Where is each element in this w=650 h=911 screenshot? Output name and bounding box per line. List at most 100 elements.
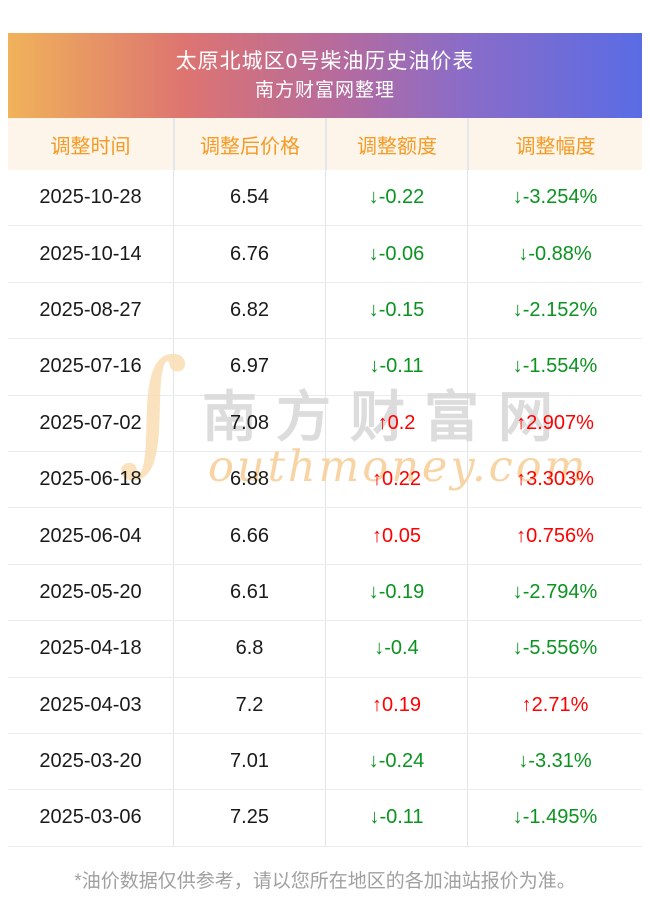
adjust-date-cell: 2025-10-14: [8, 226, 173, 281]
adjust-pct-cell: ↑3.303%: [467, 451, 642, 508]
adjust-date-cell-value: 2025-03-20: [39, 750, 142, 773]
adjust-date-cell: 2025-06-04: [8, 508, 173, 563]
adjusted-price-cell: 6.61: [173, 564, 325, 621]
adjust-date-cell: 2025-04-03: [8, 678, 173, 733]
adjust-amount-cell: ↓-0.11: [325, 339, 467, 395]
table-row: 2025-03-20 7.01 ↓-0.24 ↓-3.31%: [8, 733, 642, 791]
adjusted-price-cell: 7.2: [173, 677, 325, 733]
adjust-amount-cell: ↓-0.4: [325, 621, 467, 677]
adjust-date-cell: 2025-05-20: [8, 565, 173, 620]
adjust-pct-cell: ↓-1.495%: [467, 790, 642, 846]
adjust-amount-cell-value: ↑0.2: [377, 411, 416, 434]
adjust-date-cell: 2025-04-18: [8, 621, 173, 676]
column-header-price: 调整后价格: [173, 118, 325, 170]
disclaimer-note: *油价数据仅供参考，请以您所在地区的各加油站报价为准。: [74, 871, 576, 892]
adjust-date-cell-value: 2025-04-03: [39, 693, 142, 716]
adjust-pct-cell-value: ↓-5.556%: [512, 637, 598, 660]
adjust-pct-cell: ↑0.756%: [467, 508, 642, 564]
adjust-date-cell-value: 2025-10-14: [39, 242, 142, 265]
adjust-pct-cell: ↑2.71%: [467, 677, 642, 733]
adjust-amount-cell-value: ↓-0.15: [368, 298, 425, 321]
adjust-pct-cell: ↓-3.254%: [467, 170, 642, 226]
table-header-row: 调整时间 调整后价格 调整额度 调整幅度: [8, 118, 642, 170]
adjusted-price-cell: 6.88: [173, 451, 325, 508]
adjusted-price-cell-value: 6.82: [230, 298, 269, 321]
adjust-date-cell-value: 2025-03-06: [39, 806, 142, 829]
adjust-amount-cell: ↓-0.06: [325, 226, 467, 282]
adjust-amount-cell: ↓-0.24: [325, 733, 467, 790]
adjusted-price-cell: 7.01: [173, 733, 325, 790]
adjust-date-cell-value: 2025-07-02: [39, 411, 142, 434]
adjusted-price-cell-value: 7.2: [235, 693, 264, 716]
adjust-date-cell-value: 2025-07-16: [39, 355, 142, 378]
adjust-date-cell: 2025-10-28: [8, 170, 173, 225]
adjusted-price-cell-value: 7.01: [230, 750, 269, 773]
adjust-amount-cell: ↓-0.15: [325, 282, 467, 339]
adjust-pct-cell: ↓-1.554%: [467, 339, 642, 395]
title-banner: 太原北城区0号柴油历史油价表 南方财富网整理: [8, 33, 642, 118]
page-title: 太原北城区0号柴油历史油价表: [175, 49, 475, 73]
adjust-amount-cell-value: ↓-0.19: [368, 580, 425, 603]
adjust-amount-cell-value: ↓-0.06: [368, 242, 425, 265]
adjusted-price-cell: 7.08: [173, 395, 325, 451]
adjust-date-cell: 2025-07-16: [8, 339, 173, 394]
adjust-amount-cell: ↓-0.11: [325, 790, 467, 846]
adjust-date-cell-value: 2025-06-04: [39, 524, 142, 547]
adjust-date-cell-value: 2025-06-18: [39, 468, 142, 491]
adjust-amount-cell: ↑0.2: [325, 395, 467, 451]
adjust-date-cell-value: 2025-10-28: [39, 186, 142, 209]
adjust-amount-cell: ↑0.22: [325, 451, 467, 508]
adjusted-price-cell: 6.54: [173, 170, 325, 226]
adjusted-price-cell-value: 6.97: [230, 355, 269, 378]
adjusted-price-cell: 6.8: [173, 621, 325, 677]
adjust-pct-cell-value: ↓-1.554%: [512, 355, 598, 378]
table-body: 2025-10-28 6.54 ↓-0.22 ↓-3.254% 2025-10-14 6.…: [8, 170, 642, 847]
table-row: 2025-10-14 6.76 ↓-0.06 ↓-0.88%: [8, 226, 642, 283]
table-row: 2025-04-03 7.2 ↑0.19 ↑2.71%: [8, 677, 642, 734]
adjust-amount-cell-value: ↑0.19: [372, 693, 421, 716]
adjust-pct-cell: ↑2.907%: [467, 395, 642, 451]
adjust-pct-cell-value: ↓-2.794%: [512, 580, 598, 603]
page-subtitle: 南方财富网整理: [254, 79, 395, 101]
adjusted-price-cell: 6.82: [173, 282, 325, 339]
adjusted-price-cell: 6.97: [173, 339, 325, 395]
adjust-amount-cell: ↑0.05: [325, 508, 467, 564]
table-row: 2025-08-27 6.82 ↓-0.15 ↓-2.152%: [8, 282, 642, 340]
adjust-amount-cell: ↑0.19: [325, 677, 467, 733]
adjust-date-cell: 2025-03-20: [8, 734, 173, 789]
adjust-pct-cell-value: ↑2.71%: [521, 693, 589, 716]
adjust-date-cell: 2025-03-06: [8, 790, 173, 845]
adjust-pct-cell: ↓-5.556%: [467, 621, 642, 677]
adjust-pct-cell: ↓-2.152%: [467, 282, 642, 339]
adjusted-price-cell-value: 6.66: [230, 524, 269, 547]
table-row: 2025-05-20 6.61 ↓-0.19 ↓-2.794%: [8, 564, 642, 622]
adjust-pct-cell: ↓-2.794%: [467, 564, 642, 621]
adjust-date-cell-value: 2025-05-20: [39, 580, 142, 603]
adjust-amount-cell-value: ↑0.05: [372, 524, 421, 547]
adjusted-price-cell-value: 7.25: [230, 806, 269, 829]
adjust-date-cell-value: 2025-04-18: [39, 637, 142, 660]
adjust-pct-cell-value: ↓-3.254%: [512, 186, 598, 209]
adjusted-price-cell-value: 6.8: [235, 637, 264, 660]
adjust-pct-cell-value: ↓-2.152%: [512, 298, 598, 321]
adjust-date-cell-value: 2025-08-27: [39, 298, 142, 321]
adjust-date-cell: 2025-08-27: [8, 283, 173, 338]
adjust-pct-cell: ↓-3.31%: [467, 733, 642, 790]
adjusted-price-cell: 7.25: [173, 790, 325, 846]
adjust-amount-cell-value: ↓-0.24: [368, 750, 425, 773]
table-row: 2025-07-02 7.08 ↑0.2 ↑2.907%: [8, 395, 642, 452]
table-row: 2025-07-16 6.97 ↓-0.11 ↓-1.554%: [8, 339, 642, 396]
adjust-amount-cell: ↓-0.22: [325, 170, 467, 226]
adjust-amount-cell-value: ↓-0.4: [374, 637, 419, 660]
adjusted-price-cell-value: 6.88: [230, 468, 269, 491]
column-header-time: 调整时间: [50, 135, 131, 158]
column-header-pct: 调整幅度: [467, 118, 642, 170]
table-row: 2025-06-04 6.66 ↑0.05 ↑0.756%: [8, 508, 642, 565]
column-header-amount: 调整额度: [325, 118, 467, 170]
adjust-amount-cell: ↓-0.19: [325, 564, 467, 621]
adjust-pct-cell-value: ↓-3.31%: [518, 750, 592, 773]
table-row: 2025-10-28 6.54 ↓-0.22 ↓-3.254%: [8, 170, 642, 227]
adjust-date-cell: 2025-06-18: [8, 452, 173, 507]
table-row: 2025-06-18 6.88 ↑0.22 ↑3.303%: [8, 451, 642, 509]
